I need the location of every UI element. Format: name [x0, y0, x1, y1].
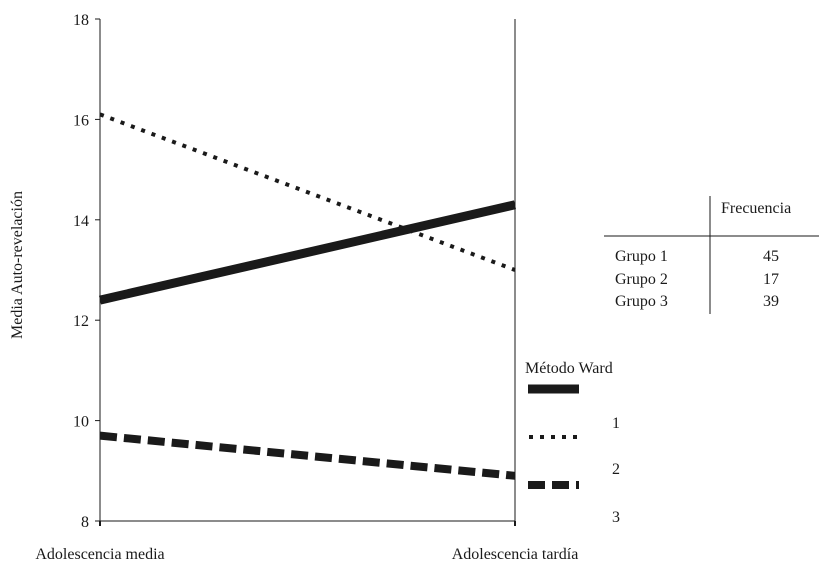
- table-row-label: Grupo 2: [615, 271, 668, 288]
- y-tick-label: 12: [73, 313, 89, 330]
- legend-label-1: 1: [612, 415, 620, 432]
- series-line-1: [98, 200, 517, 305]
- x-tick-label: Adolescencia tardía: [452, 546, 579, 563]
- y-tick-label: 10: [73, 414, 89, 431]
- table-row-value: 17: [763, 271, 779, 288]
- table-row-value: 39: [763, 293, 779, 310]
- y-tick-label: 8: [81, 514, 89, 531]
- legend-label-2: 2: [612, 461, 620, 478]
- x-tick-label: Adolescencia media: [35, 546, 164, 563]
- table-row-label: Grupo 3: [615, 293, 668, 310]
- table-row-label: Grupo 1: [615, 248, 668, 265]
- series-line-2: [99, 112, 516, 272]
- legend-title: Método Ward: [525, 360, 613, 377]
- table-header: Frecuencia: [721, 200, 791, 217]
- x-ticks: Adolescencia media Adolescencia tardía: [35, 521, 578, 563]
- y-tick-label: 18: [73, 12, 89, 29]
- frequency-table: Frecuencia Grupo 1 45 Grupo 2 17 Grupo 3…: [604, 196, 819, 314]
- series-lines: [98, 112, 517, 480]
- series-line-3: [99, 431, 516, 480]
- y-ticks: 8 10 12 14 16 18: [73, 12, 100, 531]
- y-tick-label: 16: [73, 112, 89, 129]
- y-axis-label: Media Auto-revelación: [9, 191, 26, 339]
- legend-label-3: 3: [612, 509, 620, 526]
- table-row-value: 45: [763, 248, 779, 265]
- legend: Método Ward 1 2 3: [525, 360, 620, 526]
- y-tick-label: 14: [73, 213, 89, 230]
